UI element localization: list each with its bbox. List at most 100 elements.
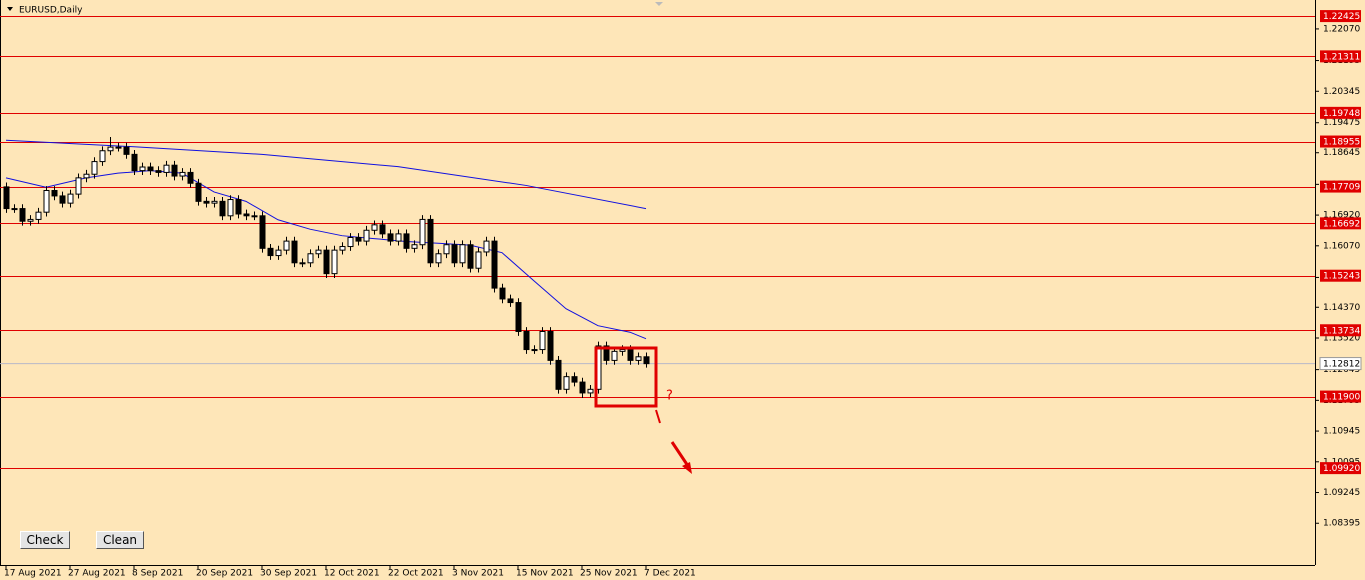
arrow-shaft — [670, 441, 690, 467]
candle-body — [67, 193, 74, 204]
candle-body — [339, 246, 346, 251]
level-label-box — [1320, 180, 1361, 193]
candle-body — [19, 208, 26, 222]
candle-body — [131, 153, 138, 172]
level-label-box — [1320, 135, 1361, 148]
candle-body — [563, 376, 570, 390]
candle-body — [419, 218, 426, 246]
arrow-head — [682, 462, 692, 474]
y-tick-label: 1.08395 — [1323, 519, 1360, 529]
candle-body — [323, 249, 330, 275]
y-tick-label: 1.22070 — [1323, 24, 1360, 34]
candle-body — [91, 161, 98, 175]
candle-body — [459, 244, 466, 264]
x-tick-label: 30 Sep 2021 — [260, 569, 317, 579]
candle-body — [523, 330, 530, 351]
candle-body — [11, 208, 18, 211]
candle-body — [499, 287, 506, 300]
candle-body — [603, 345, 610, 361]
candle-body — [51, 190, 58, 197]
candle-body — [43, 190, 50, 213]
x-tick-label: 25 Nov 2021 — [580, 569, 638, 579]
x-tick-label: 17 Aug 2021 — [4, 569, 62, 579]
candle-body — [3, 186, 10, 210]
candle-body — [75, 177, 82, 195]
chart-title: EURUSD,Daily — [19, 6, 83, 16]
candle-body — [435, 253, 442, 264]
level-label-box — [1320, 269, 1361, 282]
level-label-box — [1320, 106, 1361, 119]
candle-body — [491, 240, 498, 289]
candle-body — [443, 244, 450, 255]
candle-body — [251, 215, 258, 218]
y-tick-label: 1.10945 — [1323, 427, 1360, 437]
candle-body — [403, 233, 410, 249]
candle-body — [331, 249, 338, 275]
candle-body — [259, 215, 266, 249]
candle-body — [371, 224, 378, 231]
x-tick-label: 7 Dec 2021 — [644, 569, 696, 579]
x-tick-label: 15 Nov 2021 — [516, 569, 574, 579]
y-tick-label: 1.18645 — [1323, 148, 1360, 158]
candle-body — [195, 182, 202, 202]
candle-body — [35, 211, 42, 220]
arrow-stub — [655, 409, 661, 424]
highlight-box — [594, 346, 658, 408]
candle-body — [515, 302, 522, 332]
candle-body — [619, 349, 626, 352]
candle-body — [147, 166, 154, 172]
candle-body — [547, 330, 554, 361]
candle-body — [115, 146, 122, 149]
candle-body — [395, 233, 402, 242]
candle-body — [211, 200, 218, 204]
x-tick-label: 20 Sep 2021 — [196, 569, 253, 579]
x-tick-label: 12 Oct 2021 — [324, 569, 380, 579]
level-label: 1.17709 — [1323, 183, 1360, 193]
level-label-box — [1320, 324, 1361, 337]
candle-body — [635, 356, 642, 361]
candle-body — [451, 244, 458, 264]
y-tick-label: 1.16070 — [1323, 241, 1360, 251]
current-price-label: 1.12812 — [1323, 360, 1360, 370]
candle-body — [475, 251, 482, 269]
level-label: 1.18955 — [1323, 138, 1360, 148]
level-label: 1.16692 — [1323, 219, 1360, 229]
x-tick-label: 22 Oct 2021 — [388, 569, 444, 579]
candle-body — [83, 173, 90, 179]
candle-body — [291, 240, 298, 264]
level-label-box — [1320, 10, 1361, 23]
candle-body — [507, 298, 514, 304]
candle-body — [267, 247, 274, 257]
level-label: 1.19748 — [1323, 109, 1360, 119]
x-tick-label: 3 Nov 2021 — [452, 569, 504, 579]
candle-body — [59, 195, 66, 204]
level-label: 1.22425 — [1323, 12, 1360, 22]
level-label-box — [1320, 390, 1361, 403]
candle-body — [387, 233, 394, 242]
menu-arrow — [7, 7, 13, 11]
candle-body — [123, 146, 130, 155]
y-tick-label: 1.20345 — [1323, 87, 1360, 97]
check-button[interactable]: Check — [20, 531, 70, 549]
candle-body — [235, 199, 242, 215]
x-tick-label: 27 Aug 2021 — [68, 569, 126, 579]
level-label: 1.13734 — [1323, 326, 1360, 336]
candle-body — [243, 213, 250, 217]
candle-body — [379, 224, 386, 235]
candle-body — [579, 381, 586, 394]
moving-average — [5, 170, 647, 340]
level-label-box — [1320, 50, 1361, 63]
candle-body — [299, 262, 306, 265]
candle-body — [531, 349, 538, 352]
candle-body — [139, 166, 146, 172]
candle-body — [219, 200, 226, 217]
candle-body — [27, 218, 34, 222]
level-label: 1.15243 — [1323, 272, 1360, 282]
y-tick-label: 1.16920 — [1323, 211, 1360, 221]
candle-body — [611, 350, 618, 361]
clean-button[interactable]: Clean — [96, 531, 144, 549]
candle-body — [283, 240, 290, 251]
y-tick-label: 1.12645 — [1323, 365, 1360, 375]
